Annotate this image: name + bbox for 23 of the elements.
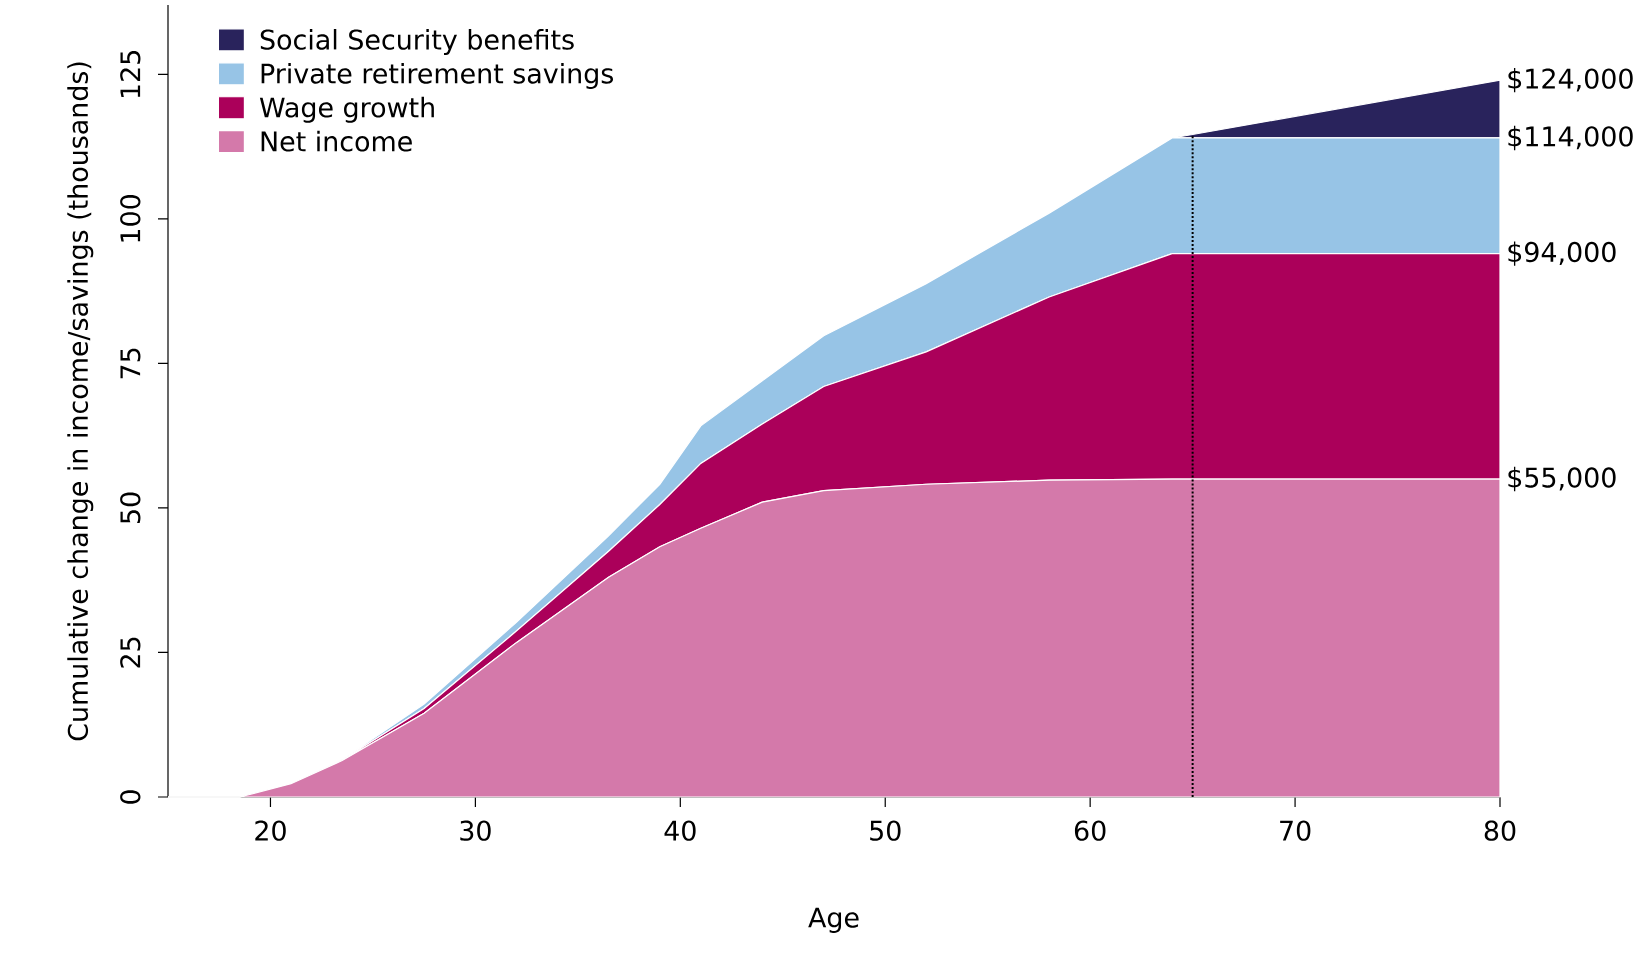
y-tick-label: 25 bbox=[120, 637, 141, 668]
legend-label: Social Security benefits bbox=[260, 28, 574, 55]
text: $114,000 bbox=[1508, 125, 1633, 151]
x-tick-label: 40 bbox=[664, 820, 696, 841]
legend-label: Private retirement savings bbox=[261, 62, 614, 89]
legend-label: Wage growth bbox=[259, 96, 434, 123]
x-tick-label: 70 bbox=[1280, 820, 1311, 841]
y-axis-title: Cumulative change in income/savings (thousands) bbox=[67, 62, 94, 741]
y-tick-label: 125 bbox=[120, 51, 141, 98]
x-tick-label: 20 bbox=[255, 820, 286, 841]
text: $94,000 bbox=[1508, 241, 1616, 266]
y-tick-label: 100 bbox=[120, 195, 141, 242]
x-tick-label: 60 bbox=[1074, 820, 1106, 841]
y-tick-label: 0 bbox=[120, 790, 141, 804]
y-tick-label: 50 bbox=[120, 492, 141, 523]
x-tick-label: 80 bbox=[1484, 820, 1516, 841]
y-tick-label: 75 bbox=[120, 348, 141, 379]
text: $124,000 bbox=[1508, 67, 1633, 93]
x-tick-label: 30 bbox=[460, 820, 491, 841]
legend-label: Net income bbox=[261, 130, 412, 152]
text: $55,000 bbox=[1508, 466, 1616, 492]
x-axis-title: Age bbox=[808, 907, 859, 933]
x-tick-label: 50 bbox=[870, 820, 901, 841]
